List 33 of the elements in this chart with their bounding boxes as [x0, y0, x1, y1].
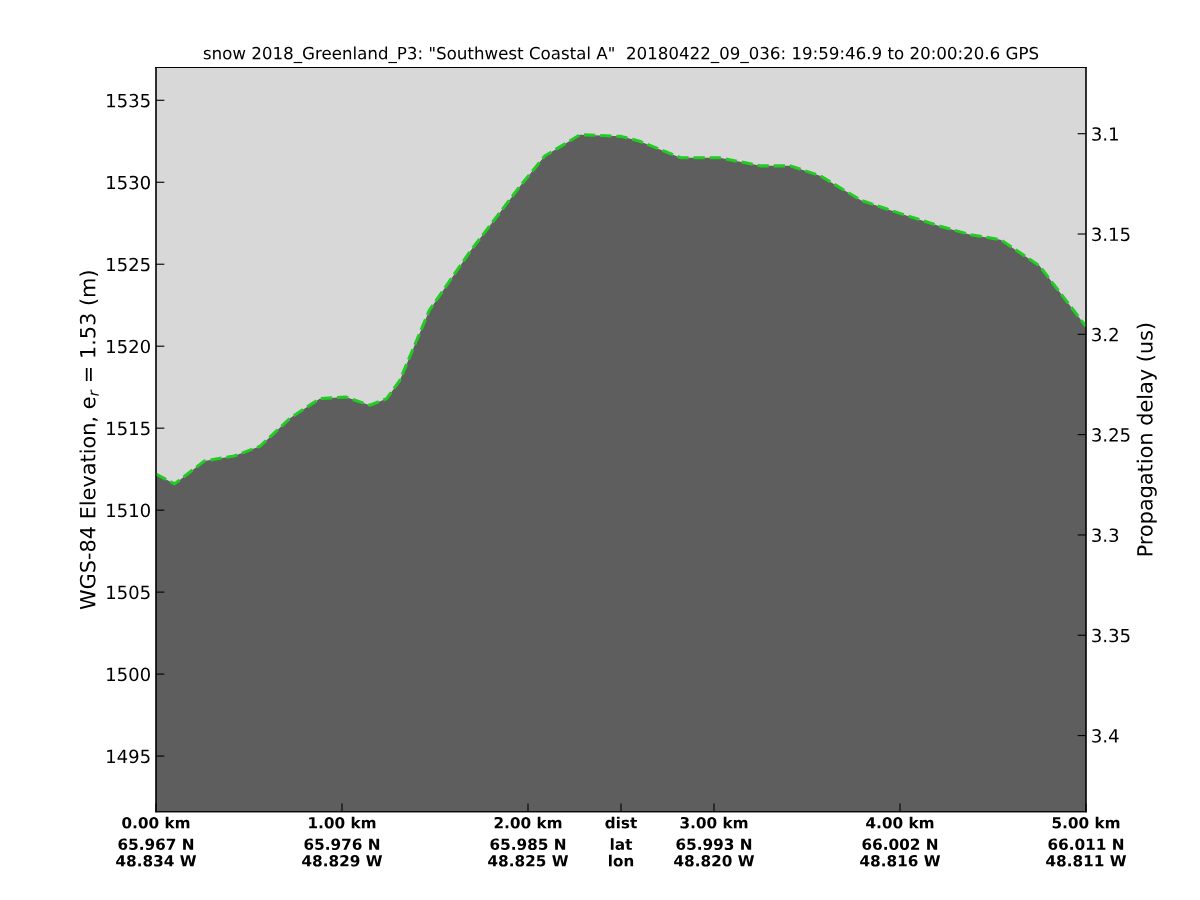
y2-tick-label: 3.2 — [1092, 327, 1118, 342]
y-tick-label: 1520 — [107, 339, 150, 354]
y-tick-label: 1535 — [107, 93, 150, 108]
text: 65.985 N 48.825 W — [488, 838, 569, 867]
text: 66.002 N 48.816 W — [860, 838, 941, 867]
x-tick-label: 5.00 km — [1052, 816, 1120, 829]
text: 65.976 N 48.829 W — [302, 838, 383, 867]
x-tick-label: 2.00 km — [494, 816, 562, 829]
y2-tick-label: 3.4 — [1092, 729, 1119, 743]
y-tick-label: 1495 — [107, 749, 150, 764]
y-tick-label: 1505 — [107, 585, 150, 600]
y2-tick-label: 3.3 — [1092, 528, 1119, 543]
y-tick-label: 1510 — [107, 503, 150, 518]
text: lat lon — [608, 838, 634, 867]
y2-tick-label: 3.35 — [1092, 628, 1130, 643]
y-tick-label: 1515 — [107, 421, 150, 436]
y-tick-label: 1525 — [107, 257, 150, 272]
x-tick-label: 3.00 km — [680, 816, 748, 829]
x-tick-label: 1.00 km — [309, 816, 376, 829]
y2-tick-label: 3.15 — [1092, 227, 1130, 242]
y-tick-label: 1530 — [107, 175, 150, 190]
text: 65.993 N 48.820 W — [674, 838, 755, 867]
text: 65.967 N 48.834 W — [116, 838, 197, 867]
x-tick-label: 0.00 km — [122, 816, 190, 829]
y-tick-label: 1500 — [107, 667, 150, 682]
chart-title: snow 2018_Greenland_P3: "Southwest Coastal A" 20180422_09_036: 19:59:46.9 to 20:00:20.6 GPS — [203, 46, 1039, 64]
x-tick-label: 4.00 km — [866, 816, 934, 829]
y2-tick-label: 3.25 — [1092, 428, 1130, 442]
y2-tick-label: 3.1 — [1092, 127, 1118, 141]
y2-axis-title: Propagation delay (us) — [1136, 323, 1157, 556]
x-tick-label: dist — [605, 816, 637, 829]
text: 66.011 N 48.811 W — [1046, 838, 1127, 867]
y-axis-title: WGS-84 Elevation, e$_{r}$ = 1.53 (m) — [79, 271, 99, 610]
